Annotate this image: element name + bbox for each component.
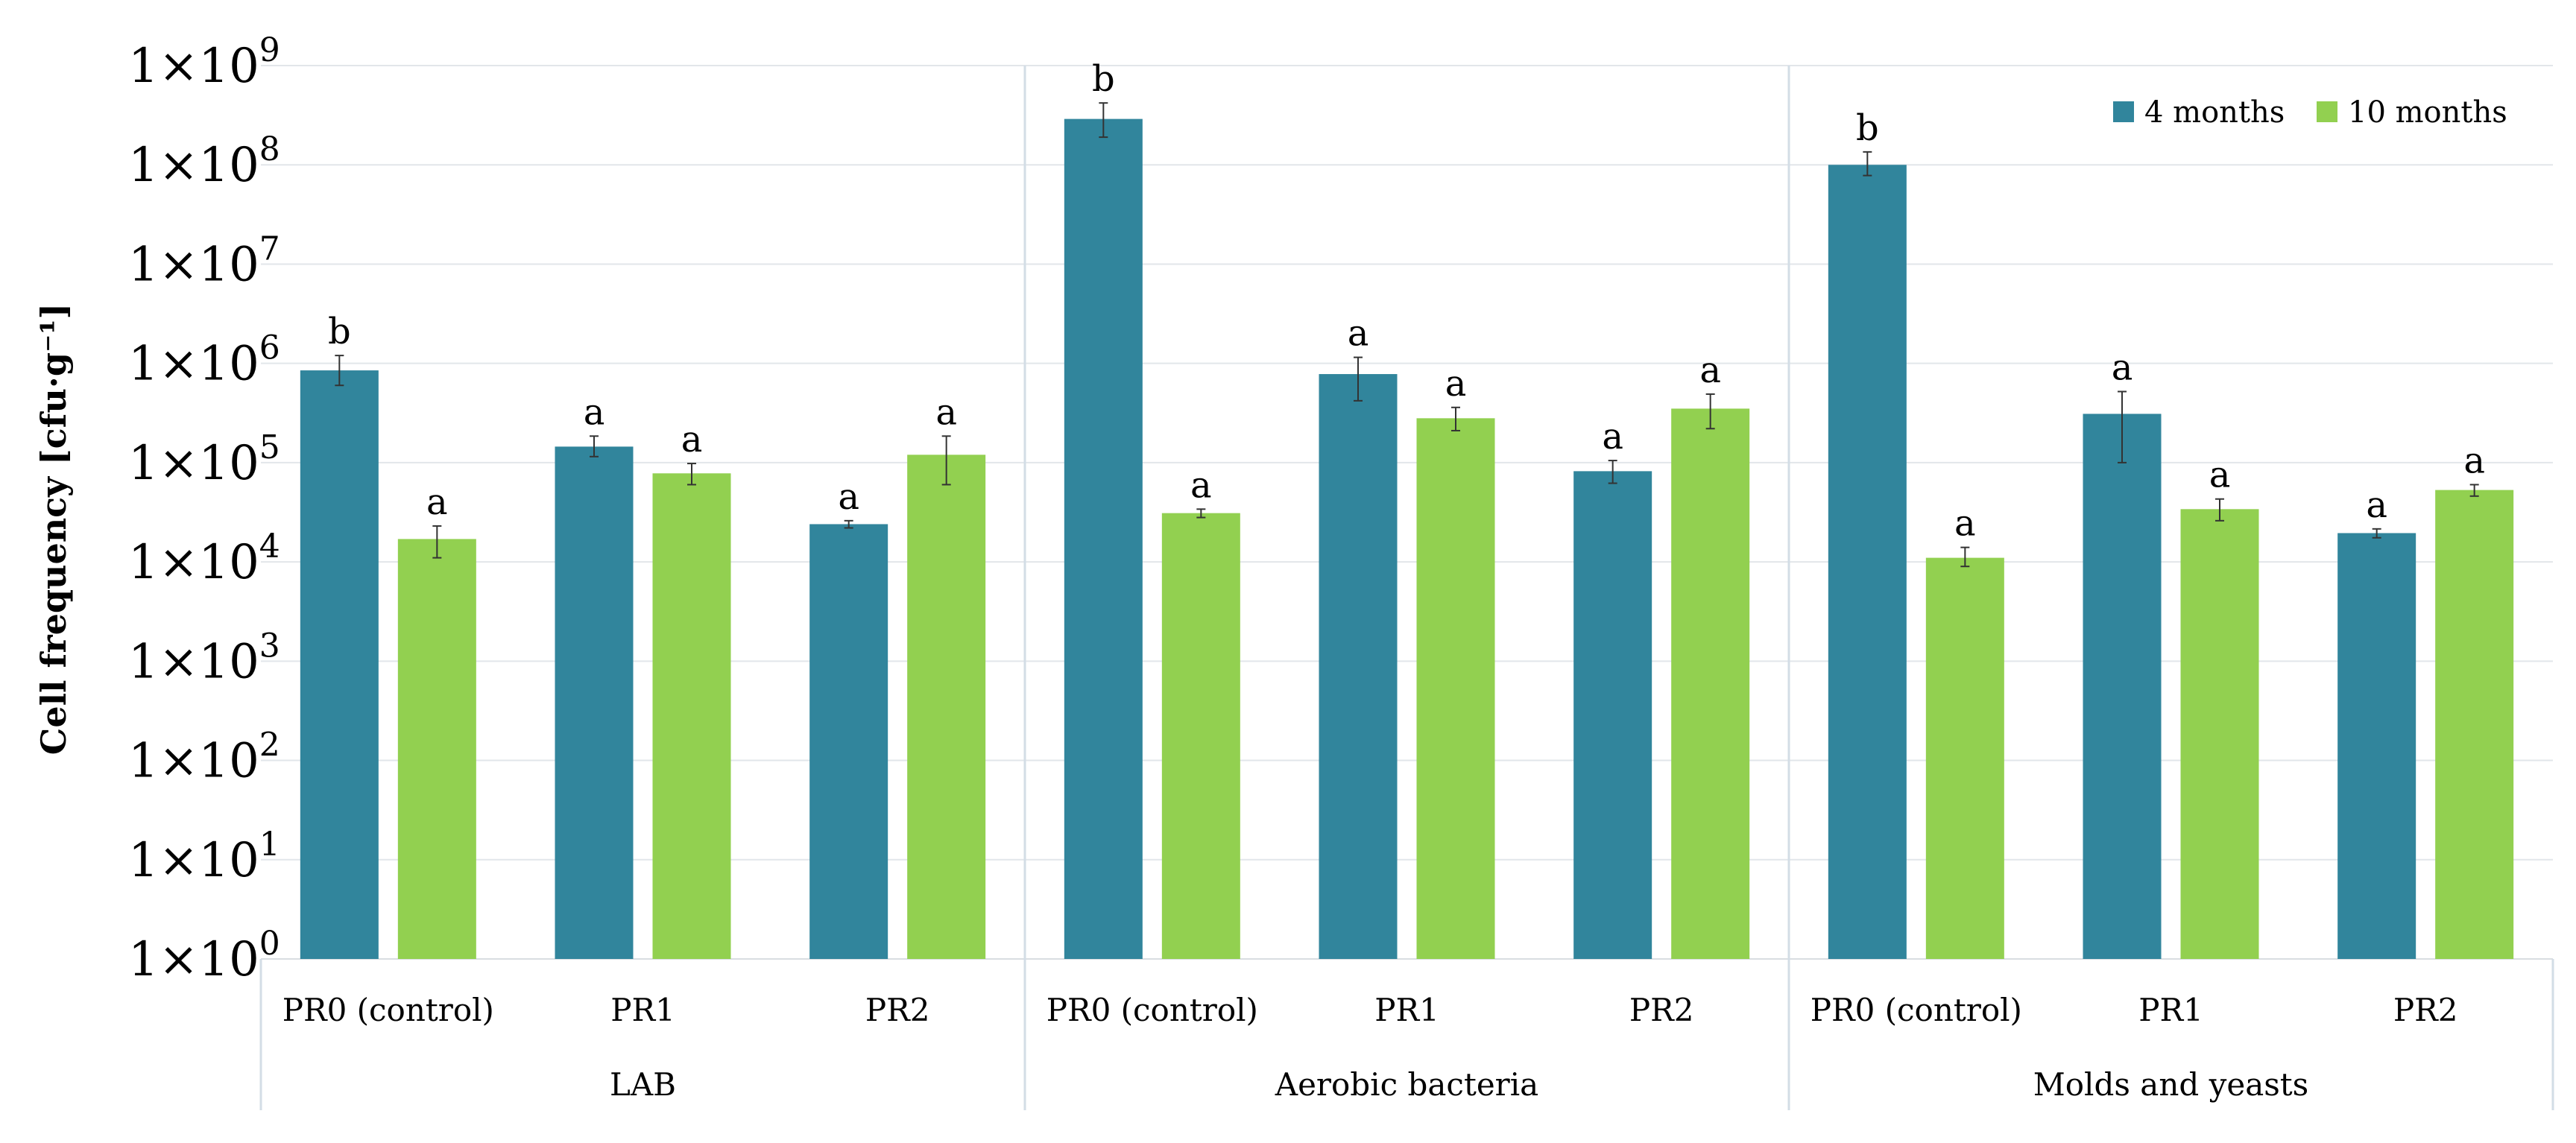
significance-labels: b a a a a a b a a a a a b a a a a a bbox=[328, 58, 2485, 544]
legend-swatch bbox=[2317, 101, 2337, 122]
category-label: PR2 bbox=[1629, 992, 1694, 1028]
significance-label: a bbox=[935, 391, 957, 433]
bar bbox=[1573, 471, 1652, 959]
bar bbox=[1161, 513, 1240, 959]
group-label: Aerobic bacteria bbox=[1275, 1066, 1538, 1103]
legend-label: 10 months bbox=[2348, 95, 2507, 130]
significance-label: a bbox=[584, 391, 605, 433]
significance-label: a bbox=[838, 476, 859, 518]
significance-label: b bbox=[1856, 107, 1879, 149]
bar bbox=[397, 539, 476, 959]
y-tick-label: 1×100 bbox=[128, 925, 280, 987]
category-label: PR2 bbox=[865, 992, 930, 1028]
group-labels: LAB Aerobic bacteria Molds and yeasts bbox=[610, 1066, 2308, 1103]
bar bbox=[2435, 490, 2514, 959]
error-bars bbox=[335, 102, 2479, 568]
significance-label: a bbox=[2463, 440, 2485, 481]
significance-label: a bbox=[681, 419, 703, 460]
category-label: PR1 bbox=[1374, 992, 1439, 1028]
significance-label: a bbox=[1954, 503, 1976, 545]
bar bbox=[809, 524, 888, 959]
significance-label: a bbox=[2209, 455, 2231, 496]
category-label: PR0 (control) bbox=[282, 992, 494, 1028]
gridlines bbox=[261, 65, 2553, 960]
y-tick-label: 1×106 bbox=[128, 329, 280, 392]
bar bbox=[2180, 509, 2259, 959]
category-labels: PR0 (control) PR1 PR2 PR0 (control) PR1 PR2 PR… bbox=[282, 992, 2458, 1028]
significance-label: a bbox=[1699, 349, 1721, 391]
bars bbox=[300, 118, 2514, 960]
y-tick-label: 1×107 bbox=[128, 229, 280, 292]
bar bbox=[1319, 374, 1398, 959]
bar bbox=[1064, 118, 1143, 960]
y-tick-label: 1×108 bbox=[128, 130, 280, 193]
significance-label: a bbox=[426, 481, 448, 523]
group-separators bbox=[259, 66, 2554, 1110]
significance-label: b bbox=[1092, 58, 1115, 100]
bar bbox=[2083, 414, 2162, 959]
significance-label: a bbox=[1348, 313, 1369, 355]
significance-label: a bbox=[1445, 363, 1467, 405]
y-tick-label: 1×103 bbox=[128, 627, 280, 689]
bar bbox=[1671, 408, 1750, 959]
y-tick-label: 1×104 bbox=[128, 528, 280, 590]
bar bbox=[907, 455, 986, 959]
group-label: Molds and yeasts bbox=[2033, 1066, 2308, 1103]
category-label: PR0 (control) bbox=[1811, 992, 2022, 1028]
legend-label: 4 months bbox=[2144, 95, 2285, 130]
significance-label: a bbox=[1602, 416, 1623, 457]
group-label: LAB bbox=[610, 1066, 676, 1103]
significance-label: b bbox=[328, 311, 351, 352]
y-tick-label: 1×105 bbox=[128, 428, 280, 491]
category-label: PR1 bbox=[2138, 992, 2203, 1028]
significance-label: a bbox=[2112, 347, 2133, 389]
category-label: PR1 bbox=[610, 992, 675, 1028]
bar bbox=[652, 473, 731, 959]
category-label: PR2 bbox=[2393, 992, 2458, 1028]
bar bbox=[1416, 418, 1495, 959]
legend-swatch bbox=[2113, 101, 2134, 122]
y-axis-ticks: 1×100 1×101 1×102 1×103 1×104 1×105 1×106 1×107… bbox=[128, 31, 280, 987]
y-axis-title: Cell frequency [cfu·g⁻¹] bbox=[34, 303, 74, 756]
legend: 4 months 10 months bbox=[2113, 95, 2507, 130]
bar bbox=[555, 446, 634, 959]
significance-label: a bbox=[2366, 484, 2387, 526]
y-tick-label: 1×102 bbox=[128, 726, 280, 789]
category-label: PR0 (control) bbox=[1046, 992, 1258, 1028]
bar bbox=[300, 370, 379, 959]
bar bbox=[1925, 557, 2004, 959]
y-tick-label: 1×109 bbox=[128, 31, 280, 94]
y-tick-label: 1×101 bbox=[128, 826, 280, 888]
bar bbox=[2337, 533, 2416, 959]
bar bbox=[1828, 165, 1907, 960]
significance-label: a bbox=[1190, 464, 1212, 506]
